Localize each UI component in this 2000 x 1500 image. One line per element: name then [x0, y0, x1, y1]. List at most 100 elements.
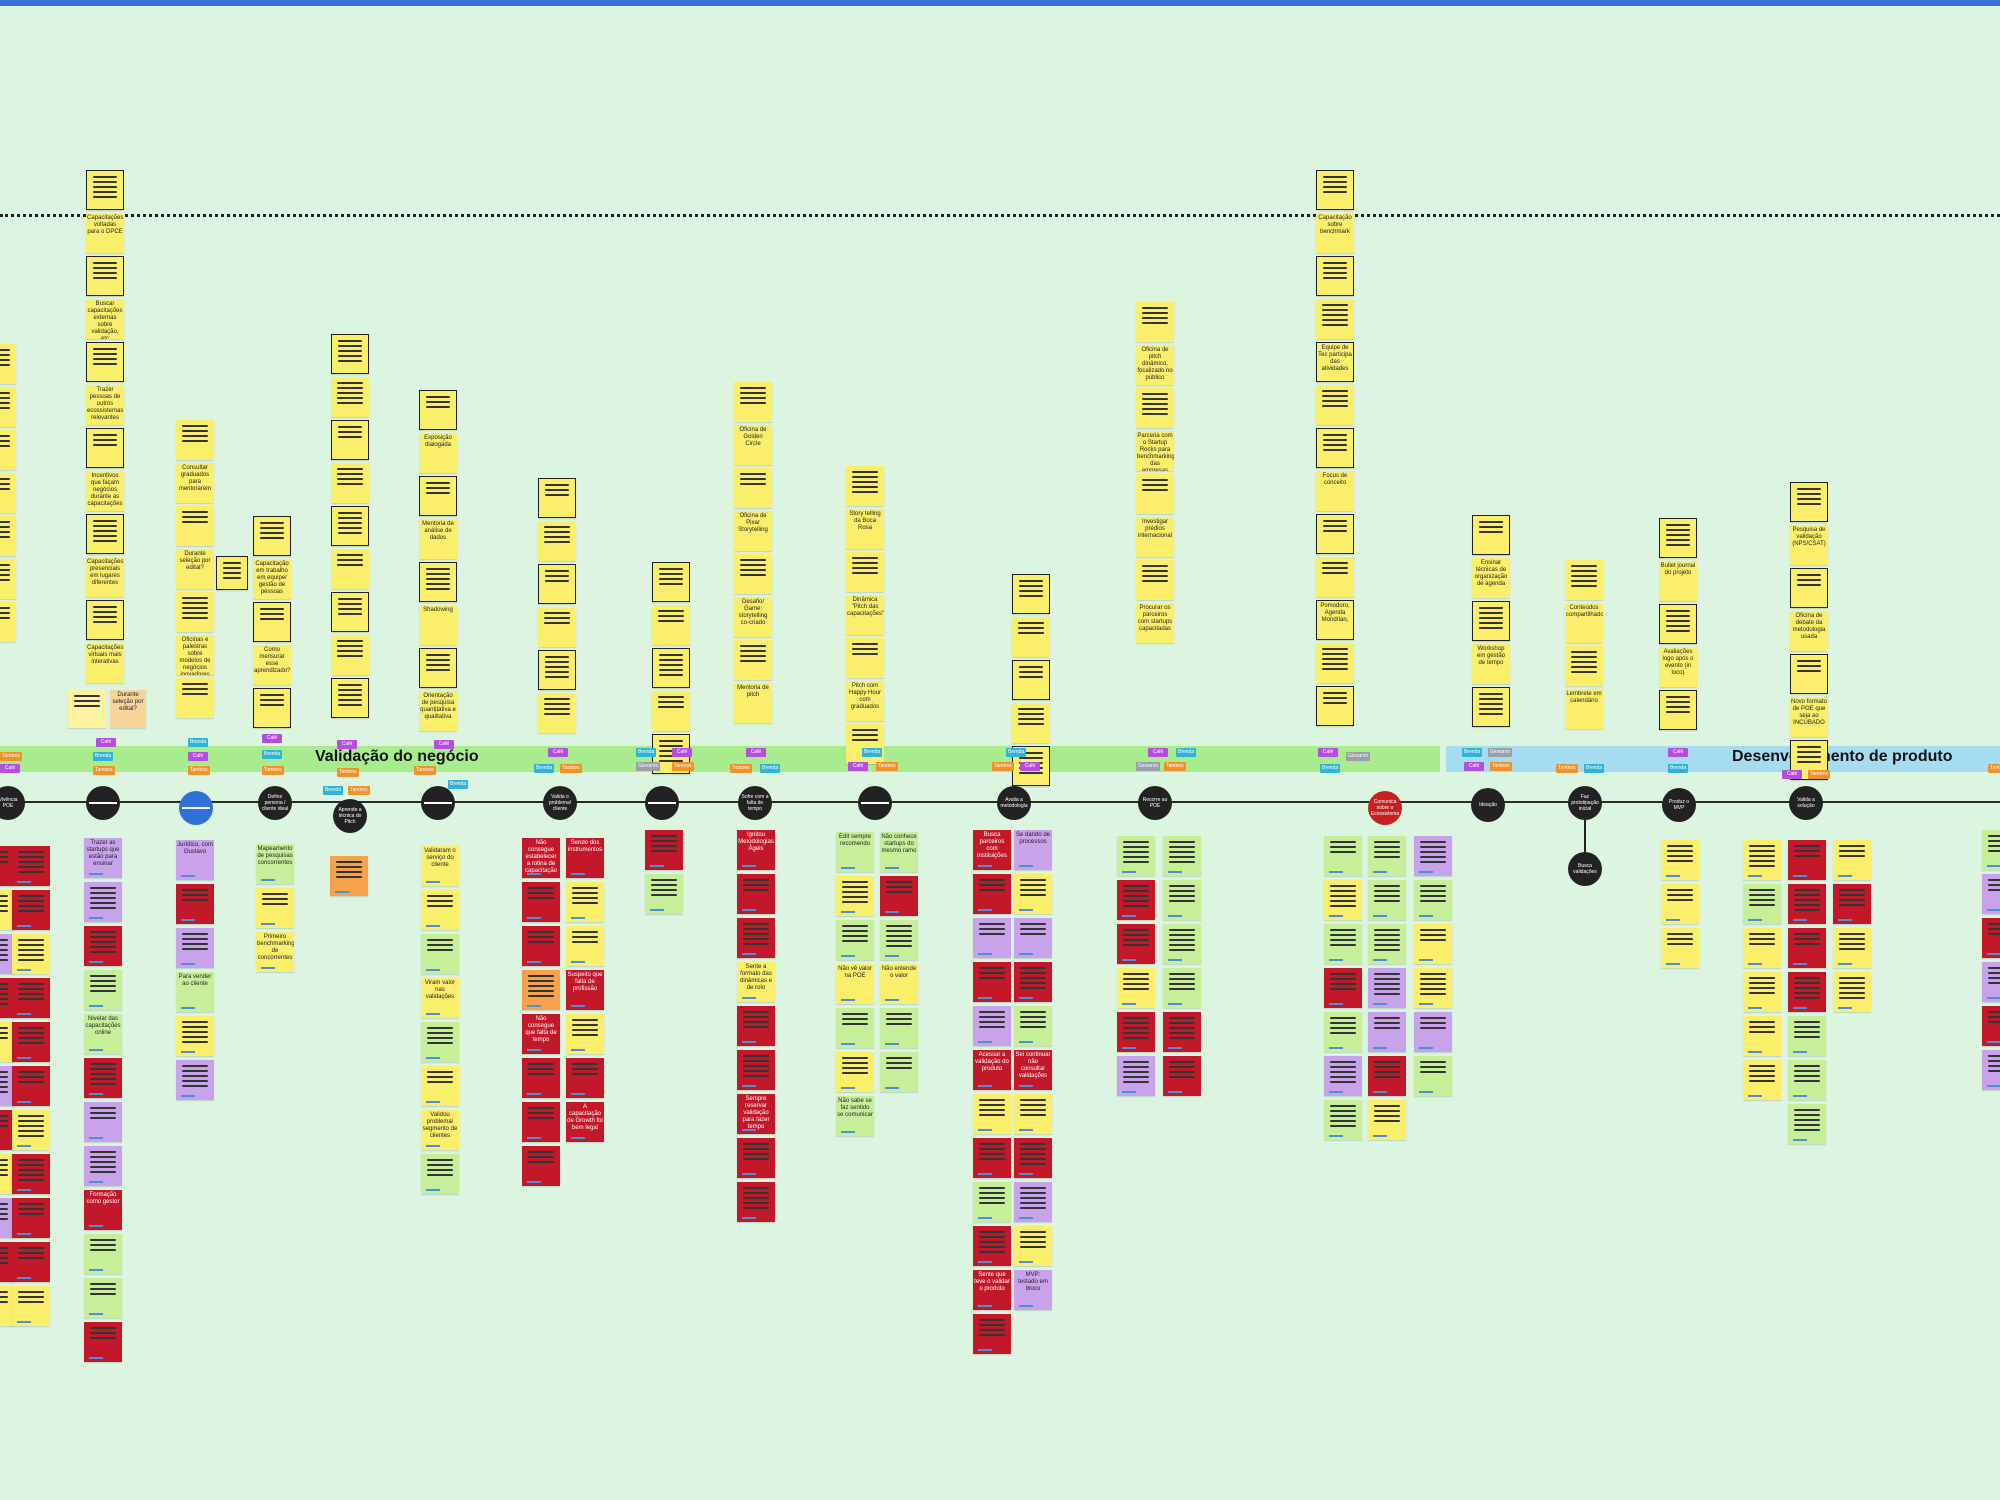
sticky-note[interactable] [0, 1066, 14, 1106]
sticky-note[interactable] [1743, 1060, 1781, 1100]
owner-chip[interactable]: Tamires [672, 762, 694, 771]
owner-chip[interactable]: Tamires [992, 762, 1014, 771]
sticky-note[interactable]: Parceria com o Startup Rocks para benchm… [1136, 431, 1174, 471]
sticky-note[interactable] [522, 1102, 560, 1142]
sticky-note[interactable]: Story telling da Boca Rosa [846, 509, 884, 549]
sticky-note[interactable] [419, 390, 457, 430]
sticky-note[interactable] [253, 602, 291, 642]
sticky-note[interactable] [1472, 687, 1510, 727]
owner-chip[interactable]: Tamires [1808, 770, 1830, 779]
owner-chip[interactable]: Brenda [534, 764, 555, 773]
sticky-note[interactable] [84, 1146, 122, 1186]
sticky-note[interactable] [538, 650, 576, 690]
sticky-note[interactable] [737, 918, 775, 958]
sticky-note[interactable] [1324, 836, 1362, 876]
sticky-note[interactable] [1788, 1060, 1826, 1100]
sticky-note[interactable]: Lembrete em calendário [1565, 689, 1603, 729]
owner-chip[interactable]: Tamires [414, 766, 436, 775]
owner-chip[interactable]: Café [1318, 748, 1338, 757]
sticky-note[interactable]: Sei continuar não consultar validações [1014, 1050, 1052, 1090]
sticky-note[interactable]: Desafio/ Game: storytelling co-criado [734, 597, 772, 637]
journey-node[interactable]: Avalia a metodologia [997, 786, 1031, 820]
sticky-note[interactable] [331, 334, 369, 374]
sticky-note[interactable] [331, 549, 369, 589]
sticky-note[interactable]: Validaram o serviço do cliente [421, 846, 459, 886]
sticky-note[interactable] [566, 1014, 604, 1054]
sticky-note[interactable] [734, 640, 772, 680]
sticky-note[interactable] [331, 635, 369, 675]
sticky-note[interactable]: Viram valor nas validações [421, 978, 459, 1018]
owner-chip[interactable]: Brenda [188, 738, 209, 747]
owner-chip[interactable]: Giovanni [1346, 752, 1370, 761]
sticky-note[interactable] [1743, 972, 1781, 1012]
sticky-note[interactable] [973, 1182, 1011, 1222]
sticky-note[interactable] [1368, 1012, 1406, 1052]
sticky-note[interactable] [734, 468, 772, 508]
sticky-note[interactable] [1982, 830, 2000, 870]
sticky-note[interactable] [1661, 928, 1699, 968]
sticky-note[interactable] [846, 724, 884, 764]
sticky-note[interactable] [176, 592, 214, 632]
sticky-note[interactable] [0, 344, 16, 384]
sticky-note[interactable] [1788, 1016, 1826, 1056]
sticky-note[interactable]: Procurar os parceiros com startups capac… [1136, 603, 1174, 643]
owner-chip[interactable]: Café [548, 748, 568, 757]
sticky-note[interactable] [1014, 962, 1052, 1002]
sticky-note[interactable]: Não consegue que falta de tempo [522, 1014, 560, 1054]
sticky-note[interactable] [1982, 918, 2000, 958]
sticky-note[interactable]: A capacitação de Growth foi bem legal [566, 1102, 604, 1142]
sticky-note[interactable] [1316, 514, 1354, 554]
sticky-note[interactable] [1790, 482, 1828, 522]
sticky-note[interactable] [1788, 1104, 1826, 1144]
sticky-note[interactable] [0, 1286, 14, 1326]
sticky-note[interactable]: Não consegue estabelecer a rotina de cap… [522, 838, 560, 878]
sticky-note[interactable] [522, 882, 560, 922]
sticky-note[interactable] [880, 876, 918, 916]
owner-chip[interactable]: Brenda [262, 750, 283, 759]
sticky-note[interactable] [1012, 660, 1050, 700]
sticky-note[interactable] [176, 1060, 214, 1100]
sticky-note[interactable]: Pesquisa de validação (NPS/CSAT) [1790, 525, 1828, 565]
sticky-note[interactable]: Capacitações virtuais mais interativas [86, 643, 124, 683]
journey-node[interactable]: Faz prototipação inicial [1568, 786, 1602, 820]
sticky-note[interactable] [0, 1154, 14, 1194]
sticky-note[interactable] [1833, 840, 1871, 880]
owner-chip[interactable]: Tamires [560, 764, 582, 773]
sticky-note[interactable] [0, 516, 16, 556]
sticky-note[interactable]: Capacitação em trabalho em equipe/ gestã… [253, 559, 291, 599]
sticky-note[interactable] [12, 1154, 50, 1194]
sticky-note[interactable] [973, 874, 1011, 914]
sticky-note[interactable] [1414, 1012, 1452, 1052]
journey-node[interactable]: Comunica sobre o Ecossistema [1368, 791, 1402, 825]
journey-node[interactable]: Aprende a técnica do Pitch [333, 799, 367, 833]
owner-chip[interactable]: Tamires [93, 766, 115, 775]
owner-chip[interactable]: Café [1464, 762, 1484, 771]
sticky-note[interactable] [1368, 836, 1406, 876]
sticky-note[interactable] [1163, 836, 1201, 876]
sticky-note[interactable] [1316, 686, 1354, 726]
sticky-note[interactable] [1982, 874, 2000, 914]
owner-chip[interactable]: Brenda [1320, 764, 1341, 773]
sticky-note[interactable] [421, 1022, 459, 1062]
sticky-note[interactable] [12, 890, 50, 930]
sticky-note[interactable]: Oficina de pitch dinâmico, focalizado no… [1136, 345, 1174, 385]
sticky-note[interactable] [421, 890, 459, 930]
sticky-note[interactable] [522, 1058, 560, 1098]
sticky-note[interactable] [331, 420, 369, 460]
sticky-note[interactable]: Não sabe se faz sentido se comunicar [836, 1096, 874, 1136]
sticky-note[interactable] [176, 928, 214, 968]
sticky-note[interactable] [1136, 302, 1174, 342]
sticky-note[interactable]: MVP: testado em bloco [1014, 1270, 1052, 1310]
sticky-note[interactable] [1324, 880, 1362, 920]
sticky-note[interactable] [12, 1286, 50, 1326]
sticky-note[interactable]: Como mensurar esse aprendizado? [253, 645, 291, 685]
sticky-note[interactable] [737, 874, 775, 914]
sticky-note[interactable]: Orientação de pesquisa quantitativa e qu… [419, 691, 457, 731]
sticky-note[interactable] [538, 521, 576, 561]
sticky-note[interactable] [1788, 840, 1826, 880]
sticky-note[interactable]: Capacitação sobre benchmark [1316, 213, 1354, 253]
sticky-note[interactable] [538, 693, 576, 733]
sticky-note[interactable] [84, 1322, 122, 1362]
owner-chip[interactable]: Tamires [876, 762, 898, 771]
sticky-note[interactable] [176, 420, 214, 460]
